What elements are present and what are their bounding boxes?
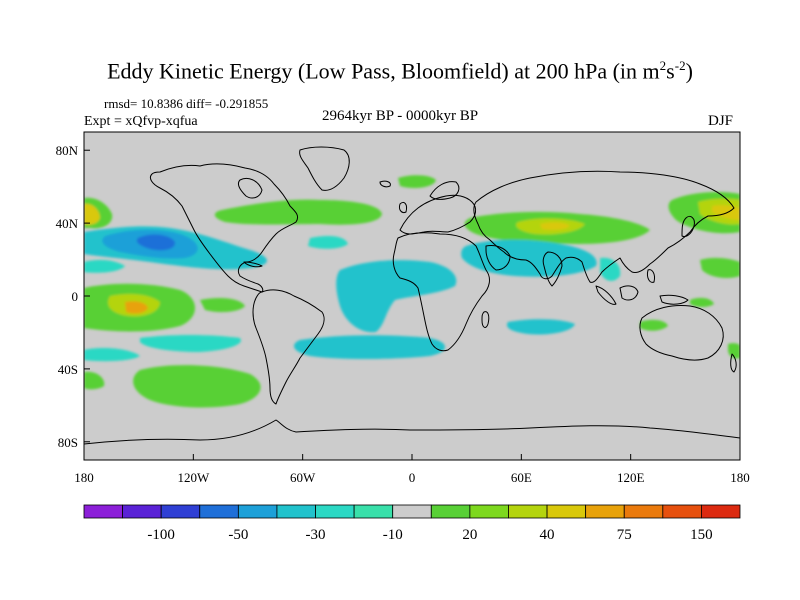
coast-new-guinea (659, 294, 689, 305)
coast-australia (639, 305, 724, 361)
longitude-axis: 180 120W 60W 0 60E 120E 180 (74, 454, 750, 485)
rmsd-diff-stats: rmsd= 10.8386 diff= -0.291855 (104, 96, 269, 111)
anomaly-tropical-atlantic-cyan (336, 260, 457, 333)
colorbar-swatch (546, 504, 587, 519)
coast-new-zealand (730, 353, 737, 373)
coast-india (542, 251, 563, 287)
anomaly-north-pacific-blue (136, 234, 176, 251)
anomaly-australia-green (690, 297, 714, 307)
season-label: DJF (708, 113, 734, 129)
colorbar-swatch (662, 504, 702, 519)
lon-tick-label: 120E (617, 470, 645, 485)
colorbar-label: 150 (690, 527, 713, 543)
chart-title: Eddy Kinetic Energy (Low Pass, Bloomfiel… (107, 58, 693, 84)
anomaly-south-pacific-green (84, 371, 105, 390)
coast-asia (473, 170, 735, 283)
lon-tick-label: 180 (74, 470, 94, 485)
coast-borneo (619, 285, 639, 301)
coast-iceland (379, 180, 391, 188)
lat-tick-label: 80N (56, 143, 79, 158)
colorbar-swatch (508, 504, 548, 519)
anomaly-south-pacific-cyan (140, 335, 241, 352)
colorbar-label: -100 (147, 527, 175, 543)
anomaly-south-atlantic-cyan (294, 335, 445, 359)
colorbar-label: -30 (306, 527, 326, 543)
colorbar-label: 40 (540, 527, 555, 543)
anomaly-north-atlantic-green (214, 199, 382, 225)
anomaly-greenland-green (398, 175, 436, 188)
colorbar-swatch (199, 504, 239, 519)
colorbar-swatch (430, 504, 471, 519)
anomaly-east-asia-cyan (600, 257, 621, 281)
colorbar: -100 -50 -30 -10 20 40 75 150 (83, 504, 741, 543)
colorbar-swatch (585, 504, 625, 519)
colorbar-swatch (469, 504, 509, 519)
colorbar-swatch (160, 504, 201, 519)
colorbar-label: 20 (462, 527, 477, 543)
colorbar-swatch (237, 504, 278, 519)
colorbar-label: 75 (617, 527, 632, 543)
anomaly-east-pacific-orange (125, 301, 148, 314)
lon-tick-label: 60E (511, 470, 532, 485)
colorbar-swatch (122, 504, 162, 519)
anomaly-central-asia-orange (540, 222, 570, 230)
colorbar-label: -10 (383, 527, 403, 543)
coast-scandinavia (429, 181, 460, 200)
coastlines (84, 146, 740, 445)
coast-greenland (299, 146, 350, 191)
coast-cuba (243, 261, 263, 268)
lat-tick-label: 80S (58, 435, 78, 450)
experiment-label: Expt = xQfvp-xqfua (84, 114, 198, 129)
anomaly-south-asia-cyan (461, 239, 597, 277)
anomaly-field (84, 146, 740, 445)
lon-tick-label: 120W (177, 470, 210, 485)
coast-japan (681, 215, 695, 237)
colorbar-swatch (315, 504, 355, 519)
colorbar-swatch (276, 504, 316, 519)
colorbar-swatch (623, 504, 664, 519)
colorbar-swatch (353, 504, 394, 519)
coast-north-america (149, 163, 299, 293)
anomaly-pacific-ribbon (84, 259, 125, 273)
coast-hudson-bay (237, 177, 263, 199)
lat-tick-label: 40N (56, 216, 79, 231)
lat-tick-label: 40S (58, 362, 78, 377)
lon-tick-label: 180 (730, 470, 750, 485)
anomaly-dateline-west-orange (84, 203, 100, 225)
anomaly-south-indian-cyan (506, 319, 575, 335)
coast-british-isles (399, 201, 407, 213)
period-label: 2964kyr BP - 0000kyr BP (322, 108, 479, 124)
anomaly-central-pacific-green (200, 298, 245, 313)
anomaly-atlantic-cyan-band (308, 236, 348, 249)
colorbar-swatch (701, 504, 741, 519)
coast-south-america (252, 289, 325, 405)
coast-philippines (647, 269, 655, 283)
lon-tick-label: 60W (290, 470, 316, 485)
anomaly-northeast-asia-green (700, 257, 740, 278)
colorbar-label: -50 (228, 527, 248, 543)
lon-tick-label: 0 (409, 470, 416, 485)
anomaly-southern-ocean-green (133, 365, 261, 408)
coast-europe (399, 194, 477, 235)
coast-arabia (485, 245, 511, 271)
colorbar-swatch (83, 504, 123, 519)
coast-antarctica (84, 419, 740, 445)
lat-tick-label: 0 (72, 289, 79, 304)
coast-sumatra (595, 285, 617, 305)
coast-madagascar (481, 311, 490, 328)
anomaly-southeast-pacific-cyan (84, 348, 140, 362)
colorbar-swatch (392, 504, 432, 519)
coast-africa (392, 232, 490, 352)
anomaly-indian-ocean-green (640, 319, 668, 331)
latitude-axis: 80N 40N 0 40S 80S (56, 143, 90, 450)
anomaly-southwest-pacific-green (728, 343, 740, 359)
